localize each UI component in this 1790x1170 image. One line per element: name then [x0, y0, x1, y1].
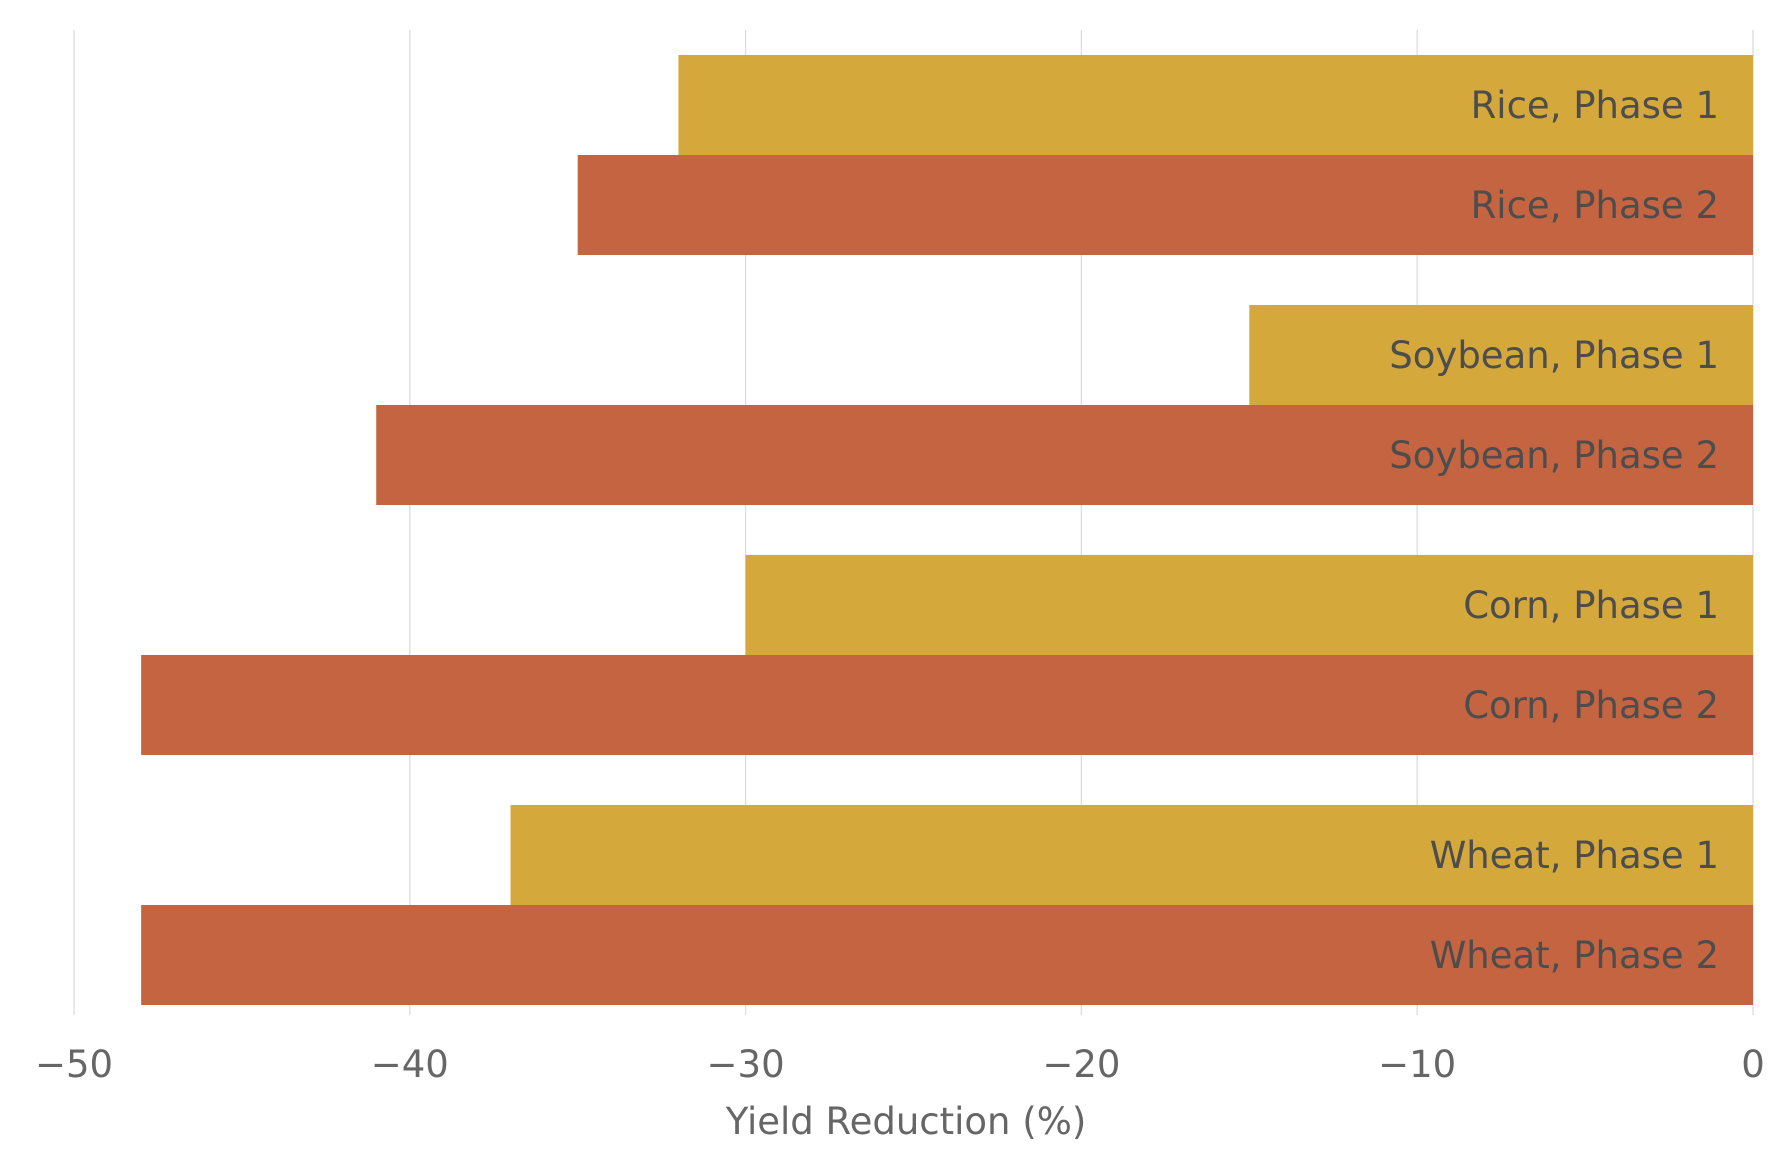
x-axis-label: Yield Reduction (%) — [725, 1100, 1087, 1143]
bar-label: Soybean, Phase 2 — [1389, 434, 1719, 477]
bar-rice-phase-1 — [678, 55, 1754, 155]
x-tick-label: −50 — [35, 1043, 113, 1086]
x-tick-label: 0 — [1741, 1043, 1765, 1086]
bar-soybean-phase-2 — [376, 405, 1754, 505]
bar-label: Wheat, Phase 1 — [1430, 834, 1719, 877]
bar-label: Corn, Phase 1 — [1463, 584, 1719, 627]
x-tick-label: −20 — [1042, 1043, 1120, 1086]
bar-wheat-phase-2 — [141, 905, 1753, 1005]
x-axis-ticks: −50 −40 −30 −20 −10 0 — [35, 1043, 1765, 1086]
bars — [141, 55, 1754, 1005]
bar-label: Corn, Phase 2 — [1463, 684, 1719, 727]
bar-label: Wheat, Phase 2 — [1430, 934, 1719, 977]
bar-label: Rice, Phase 1 — [1471, 84, 1719, 127]
bar-wheat-phase-1 — [510, 805, 1753, 905]
bar-rice-phase-2 — [577, 155, 1754, 255]
bar-corn-phase-2 — [141, 655, 1753, 755]
bar-labels: Rice, Phase 1 Rice, Phase 2 Soybean, Phase… — [1389, 84, 1719, 977]
bar-corn-phase-1 — [745, 555, 1753, 655]
x-tick-label: −10 — [1378, 1043, 1456, 1086]
bar-soybean-phase-1 — [1249, 305, 1753, 405]
x-tick-label: −40 — [371, 1043, 449, 1086]
x-tick-label: −30 — [707, 1043, 785, 1086]
bar-label: Soybean, Phase 1 — [1389, 334, 1719, 377]
bar-label: Rice, Phase 2 — [1471, 184, 1719, 227]
